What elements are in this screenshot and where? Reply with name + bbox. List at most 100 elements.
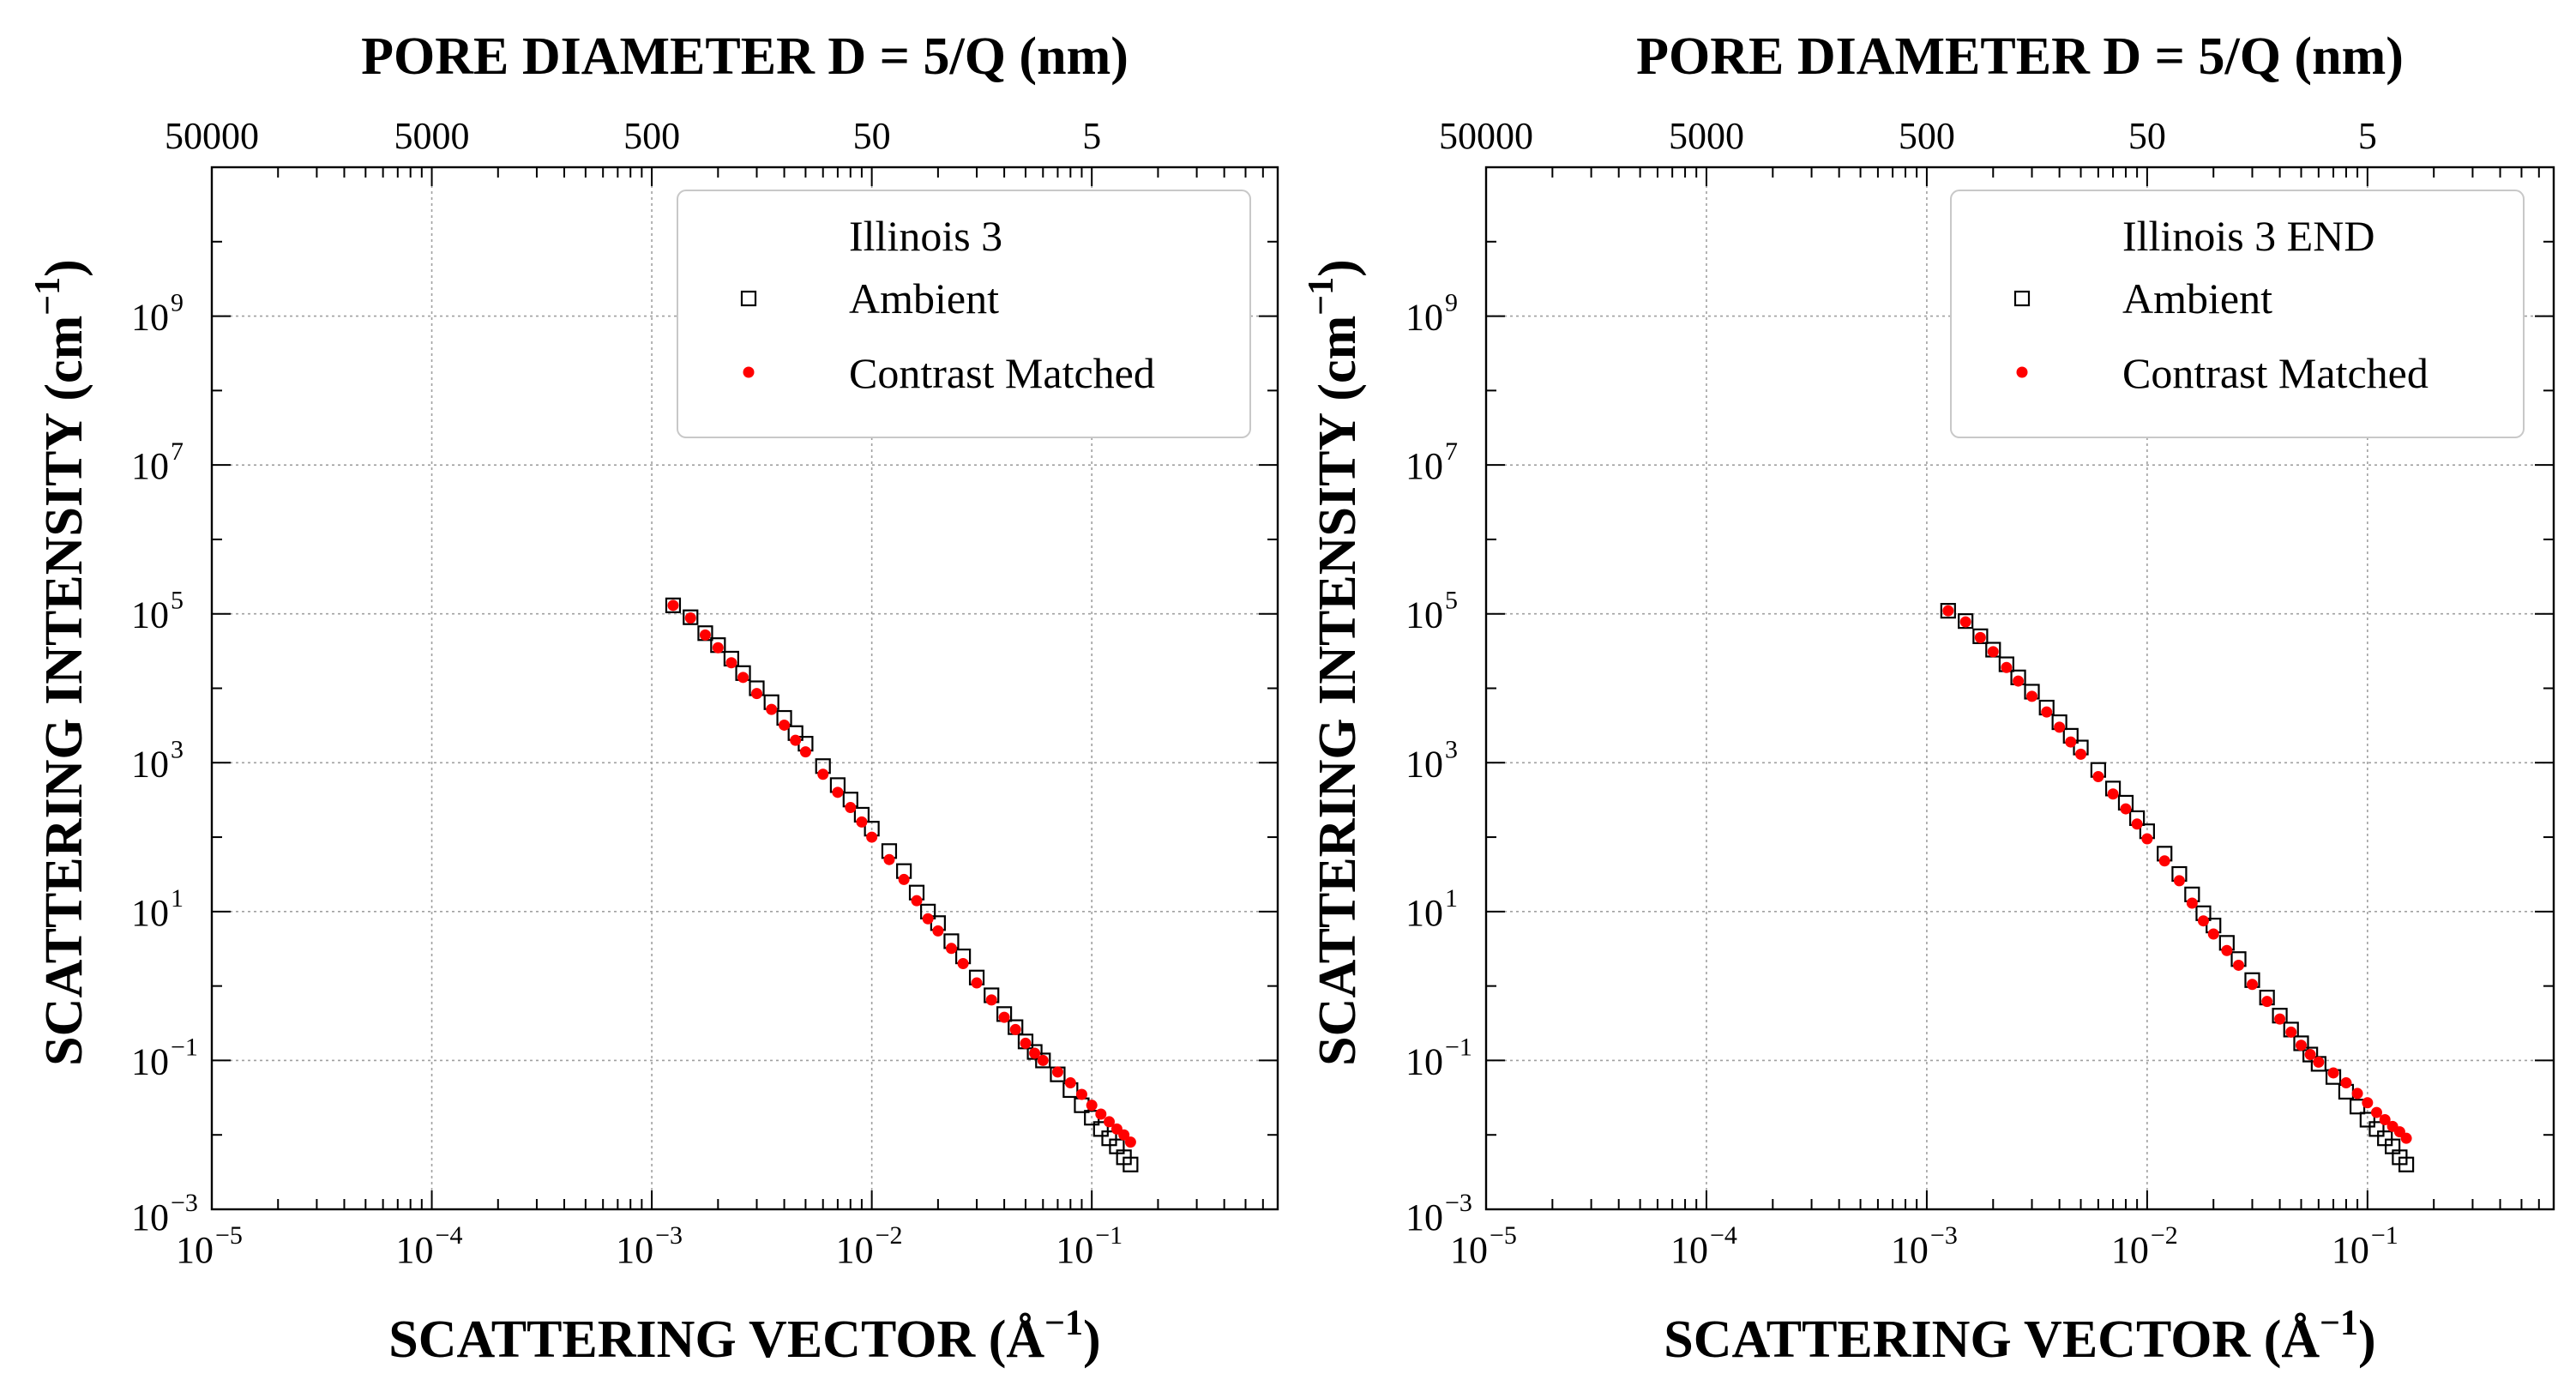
legend-title: Illinois 3 END [2122,212,2374,260]
ambient-point [2368,1121,2385,1137]
y-tick-label-exp: −3 [171,1189,198,1217]
contrast-matched-point [2131,818,2143,830]
y-axis-title-main: SCATTERING INTENSITY (cm [1309,316,1367,1066]
y-tick-label: 10 −3 [1405,1189,1472,1238]
x-tick-label-base: 10 [616,1229,653,1271]
legend-contrast-marker [2016,366,2028,378]
y-tick-label-exp: −1 [1445,1033,1472,1061]
top-axis-title: PORE DIAMETER D = 5/Q (nm) [1636,27,2404,86]
contrast-matched-point [911,895,923,907]
top-tick-label: 5000 [1669,115,1744,157]
x-axis-title-sup: −1 [2320,1304,2358,1343]
top-tick-label: 50000 [165,115,259,157]
x-tick-label-base: 10 [1670,1229,1708,1271]
y-tick-label-exp: 5 [1445,587,1458,615]
y-tick-label: 10 1 [1405,884,1458,934]
contrast-matched-point [2400,1132,2412,1144]
x-tick-label-exp: −1 [2371,1221,2398,1250]
contrast-matched-point [832,786,844,798]
top-tick-label: 50000 [1439,115,1533,157]
contrast-matched-point [2092,771,2104,783]
contrast-matched-point [1051,1066,1063,1078]
x-tick-label-exp: −5 [1490,1221,1517,1250]
legend-ambient-label: Ambient [2122,274,2272,322]
contrast-matched-point [667,600,679,612]
y-tick-label: 10 −1 [131,1033,198,1082]
contrast-matched-point [2362,1097,2374,1109]
contrast-matched-point [971,977,983,989]
x-tick-label-base: 10 [2111,1229,2149,1271]
contrast-matched-point [2120,803,2132,815]
top-tick-label: 5000 [394,115,470,157]
contrast-matched-point [2379,1113,2391,1125]
y-tick-label-base: 10 [1405,743,1443,785]
x-tick-label-exp: −4 [436,1221,463,1250]
contrast-matched-point [2246,979,2258,991]
ambient-point [683,609,699,625]
contrast-matched-point [1942,605,1954,617]
x-tick-label-base: 10 [1450,1229,1488,1271]
chart-panel-1: 10 −5 10 −4 10 −3 10 −2 10 −110 −310 −110 110 310 510 7… [28,27,1279,1369]
y-axis-title: SCATTERING INTENSITY (cm−1) [1302,259,1367,1066]
y-tick-label-base: 10 [131,892,169,934]
x-tick-label: 10 −5 [176,1221,243,1271]
y-tick-label-exp: −1 [171,1033,198,1061]
x-tick-label-exp: −2 [2151,1221,2178,1250]
contrast-matched-point [856,816,868,828]
contrast-matched-point [845,802,857,814]
y-tick-label-exp: 9 [1445,289,1458,317]
y-tick-label-base: 10 [1405,1040,1443,1082]
y-tick-label: 10 −1 [1405,1033,1472,1082]
ambient-point [1958,613,1974,630]
legend-title: Illinois 3 [849,212,1002,260]
contrast-matched-point [2274,1013,2286,1025]
x-tick-label-exp: −2 [876,1221,903,1250]
contrast-matched-point [684,612,696,624]
x-tick-label-base: 10 [1891,1229,1929,1271]
contrast-matched-point [998,1011,1010,1023]
y-tick-label-base: 10 [1405,594,1443,636]
contrast-matched-point [1118,1129,1130,1141]
x-tick-label: 10 −1 [2332,1221,2398,1271]
contrast-matched-point [1009,1023,1021,1035]
contrast-matched-point [799,746,811,758]
contrast-matched-point [1029,1047,1041,1059]
contrast-matched-point [2107,788,2119,800]
contrast-matched-point [2285,1026,2297,1038]
axis-ticks [211,167,1278,1210]
y-tick-label: 10 −3 [131,1189,198,1238]
contrast-matched-point [1104,1116,1116,1128]
y-tick-label-base: 10 [1405,892,1443,934]
y-tick-label-exp: 3 [171,735,184,763]
x-tick-label-base: 10 [176,1229,214,1271]
legend: Illinois 3 END Ambient Contrast Matched [1950,190,2525,438]
series-contrast-matched [1942,605,2412,1144]
axis-ticks [1485,167,2554,1210]
y-tick-label: 10 3 [131,735,184,785]
ambient-point [2398,1156,2415,1172]
contrast-matched-point [1075,1088,1087,1100]
contrast-matched-point [985,994,997,1006]
legend-contrast-marker [743,366,755,378]
contrast-matched-point [2304,1049,2316,1061]
x-tick-label: 10 −4 [396,1221,463,1271]
series-contrast-matched [667,600,1136,1148]
x-tick-label-exp: −4 [1710,1221,1737,1250]
top-axis-title: PORE DIAMETER D = 5/Q (nm) [361,27,1129,86]
x-tick-label-exp: −3 [1930,1221,1958,1250]
y-tick-label-base: 10 [1405,1196,1443,1238]
contrast-matched-point [737,672,749,684]
contrast-matched-point [2141,833,2153,845]
x-tick-label: 10 −5 [1450,1221,1517,1271]
top-tick-label: 50 [853,115,891,157]
y-axis-title-sup: −1 [28,277,68,316]
ambient-point [2359,1112,2375,1128]
top-tick-label: 5 [2358,115,2377,157]
x-tick-label-exp: −1 [1095,1221,1122,1250]
contrast-matched-point [2327,1067,2339,1079]
contrast-matched-point [1064,1077,1076,1089]
x-tick-label: 10 −2 [836,1221,903,1271]
ambient-point [1035,1052,1051,1069]
x-tick-label: 10 −3 [616,1221,683,1271]
